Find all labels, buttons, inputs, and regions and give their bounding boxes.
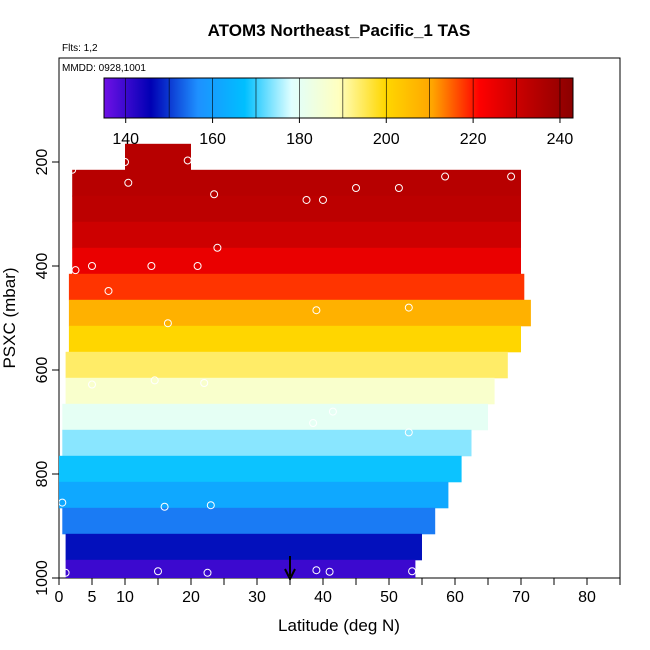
sample-point xyxy=(200,379,209,387)
colorbar-tick-label: 140 xyxy=(112,131,139,148)
y-tick-label: 200 xyxy=(34,149,51,176)
temperature-layer xyxy=(68,299,531,327)
temperature-layers xyxy=(59,143,531,578)
x-tick-label: 0 xyxy=(55,589,64,606)
sample-point xyxy=(193,262,202,270)
x-tick-label: 40 xyxy=(314,589,332,606)
temperature-layer xyxy=(65,533,422,561)
sample-point xyxy=(88,380,96,389)
sample-point xyxy=(369,580,376,587)
x-tick-label: 50 xyxy=(380,589,398,606)
sample-point xyxy=(61,568,70,577)
sample-point xyxy=(71,266,80,275)
x-tick-label: 60 xyxy=(446,589,464,606)
sample-point xyxy=(154,567,162,576)
y-tick-label: 600 xyxy=(34,357,51,384)
y-tick-label: 1000 xyxy=(34,560,51,596)
y-tick-label: 400 xyxy=(34,253,51,280)
sample-point xyxy=(121,158,129,166)
colorbar-tick-label: 220 xyxy=(460,131,487,148)
sample-point xyxy=(319,195,327,204)
colorbar-tick-label: 200 xyxy=(373,131,400,148)
colorbar-tick-label: 160 xyxy=(199,131,226,148)
temperature-layer xyxy=(59,481,449,509)
temperature-layer xyxy=(72,221,521,249)
sample-point xyxy=(507,172,516,181)
temperature-layer xyxy=(72,195,521,223)
sample-point xyxy=(352,184,360,192)
flight-sample-points xyxy=(59,156,516,587)
sample-point xyxy=(408,567,417,576)
x-tick-label: 10 xyxy=(116,589,134,606)
flights-label: Flts: 1,2 xyxy=(62,43,98,54)
sample-point xyxy=(68,165,77,174)
sample-point xyxy=(104,286,113,295)
sample-point xyxy=(88,262,96,270)
temperature-layer xyxy=(62,429,472,457)
temperature-layer xyxy=(72,247,521,275)
x-axis-label: Latitude (deg N) xyxy=(278,616,400,635)
chart-title: ATOM3 Northeast_Pacific_1 TAS xyxy=(208,21,471,40)
date-label: MMDD: 0928,1001 xyxy=(62,63,146,74)
sample-point xyxy=(59,498,67,507)
sample-point xyxy=(312,306,321,315)
colorbar: 140 160 180 200 220 240 xyxy=(103,77,574,148)
sample-point xyxy=(147,262,156,270)
x-axis: 0 5 10 20 30 40 50 60 70 80 xyxy=(55,578,621,606)
temperature-layer xyxy=(68,273,525,301)
sample-point xyxy=(309,419,318,428)
temperature-layer xyxy=(65,559,416,578)
x-tick-label: 20 xyxy=(182,589,200,606)
temperature-layer xyxy=(65,377,495,405)
sample-point xyxy=(302,195,311,204)
x-tick-label: 80 xyxy=(578,589,596,606)
colorbar-scale xyxy=(103,77,574,119)
colorbar-tick-label: 240 xyxy=(547,131,574,148)
sample-point xyxy=(163,319,172,328)
temperature-layer xyxy=(125,143,191,171)
sample-point xyxy=(312,566,321,575)
x-tick-label: 30 xyxy=(248,589,266,606)
sample-point xyxy=(150,376,159,385)
temperature-layer xyxy=(68,325,522,353)
sample-point xyxy=(213,243,222,252)
y-axis-label: PSXC (mbar) xyxy=(0,267,19,368)
temperature-layer xyxy=(62,403,489,431)
sample-point xyxy=(183,156,192,165)
sample-point xyxy=(206,501,215,510)
y-axis: 200 400 600 800 1000 xyxy=(34,149,59,596)
sample-point xyxy=(328,407,337,416)
sample-point xyxy=(404,428,413,437)
sample-point xyxy=(203,568,212,577)
sample-point xyxy=(124,178,133,187)
x-tick-label: 5 xyxy=(88,589,97,606)
sample-point xyxy=(210,190,219,199)
x-tick-label: 70 xyxy=(512,589,530,606)
sample-point xyxy=(394,184,403,192)
temperature-layer xyxy=(62,507,436,535)
sample-point xyxy=(325,567,334,576)
temperature-layer xyxy=(59,455,462,483)
y-tick-label: 800 xyxy=(34,461,51,488)
sample-point xyxy=(160,502,169,511)
sample-point xyxy=(441,172,450,181)
colorbar-tick-label: 180 xyxy=(286,131,313,148)
colorbar-separators xyxy=(125,78,561,118)
temperature-layer xyxy=(72,169,521,197)
temperature-layer xyxy=(65,351,508,379)
colorbar-ticks: 140 160 180 200 220 240 xyxy=(112,118,573,148)
sample-point xyxy=(404,303,413,312)
